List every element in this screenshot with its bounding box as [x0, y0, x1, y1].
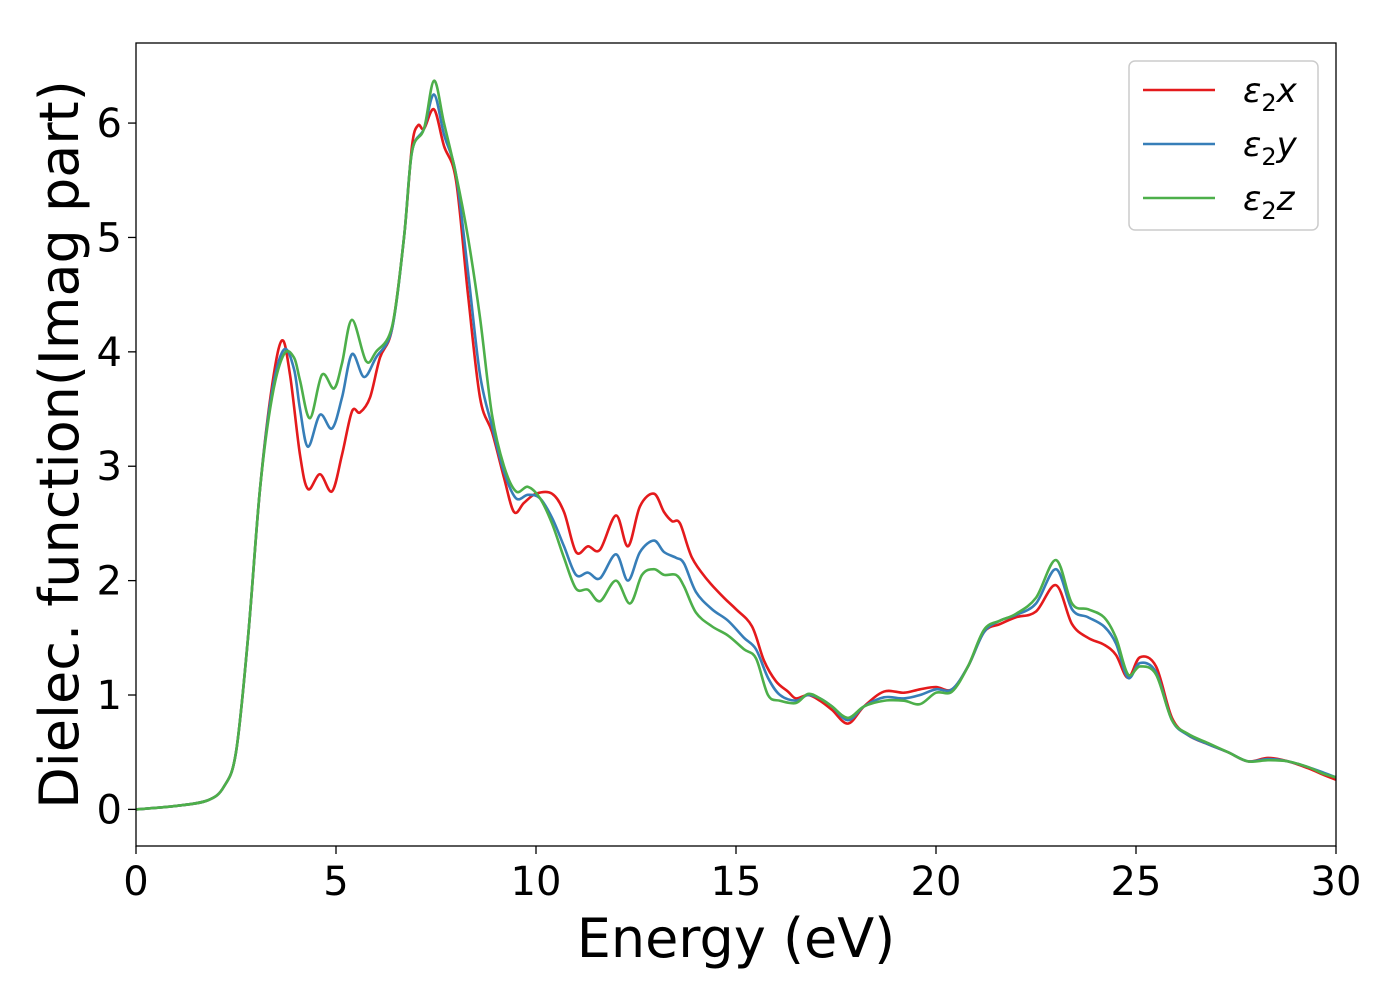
x-tick-label-3: 15 [711, 859, 762, 905]
series-line-0 [136, 107, 1336, 811]
y-tick-label-0: 0 [97, 787, 122, 833]
y-tick-label-2: 2 [97, 559, 122, 605]
y-tick-label-1: 1 [97, 673, 122, 719]
legend-label-1: ε2y [1243, 125, 1298, 171]
series-line-1 [136, 93, 1336, 811]
x-tick-label-5: 25 [1111, 859, 1162, 905]
x-axis-label: Energy (eV) [577, 907, 896, 970]
x-tick-label-4: 20 [911, 859, 962, 905]
y-tick-label-3: 3 [97, 444, 122, 490]
series-line-2 [136, 79, 1336, 811]
x-tick-label-6: 30 [1311, 859, 1362, 905]
y-axis-label: Dielec. function(Imag part) [28, 80, 91, 809]
legend-box [1128, 60, 1319, 231]
x-tick-label-2: 10 [511, 859, 562, 905]
legend: ε2x ε2y ε2z [1128, 60, 1319, 231]
y-tick-label-5: 5 [97, 215, 122, 261]
y-axis-ticks: 0 1 2 3 4 5 6 [97, 101, 136, 833]
legend-label-0: ε2x [1243, 71, 1298, 117]
x-tick-label-0: 0 [123, 859, 148, 905]
x-axis-ticks: 0 5 10 15 20 25 30 [123, 846, 1361, 905]
legend-label-2: ε2z [1243, 179, 1296, 225]
y-tick-label-4: 4 [97, 330, 122, 376]
y-tick-label-6: 6 [97, 101, 122, 147]
legend-items: ε2x ε2y ε2z [1143, 71, 1298, 225]
x-tick-label-1: 5 [323, 859, 348, 905]
series-layer [136, 79, 1336, 811]
